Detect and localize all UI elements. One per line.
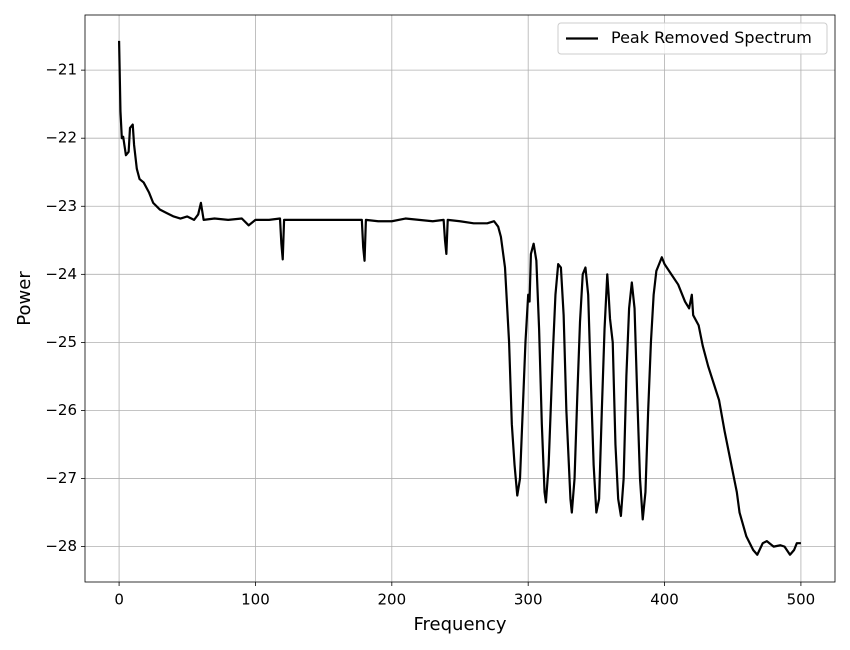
x-axis-label: Frequency [414,614,507,635]
x-tick-label: 0 [114,591,124,609]
y-tick-label: −26 [45,401,77,419]
x-tick-label: 300 [514,591,543,609]
x-tick-label: 400 [650,591,679,609]
y-tick-label: −22 [45,129,77,147]
data-line [117,40,801,556]
y-tick-label: −28 [45,537,77,555]
plot-frame [84,14,836,583]
y-tick-label: −23 [45,197,77,215]
x-tick-label: 200 [377,591,406,609]
x-tick-label: 100 [241,591,270,609]
y-axis-label: Power [14,271,35,326]
y-tick-label: −24 [45,265,77,283]
legend-label: Peak Removed Spectrum [611,28,812,47]
legend-box [557,22,828,55]
y-tick-label: −25 [45,333,77,351]
y-tick-label: −21 [45,61,77,79]
y-tick-label: −27 [45,469,77,487]
x-tick-label: 500 [787,591,816,609]
